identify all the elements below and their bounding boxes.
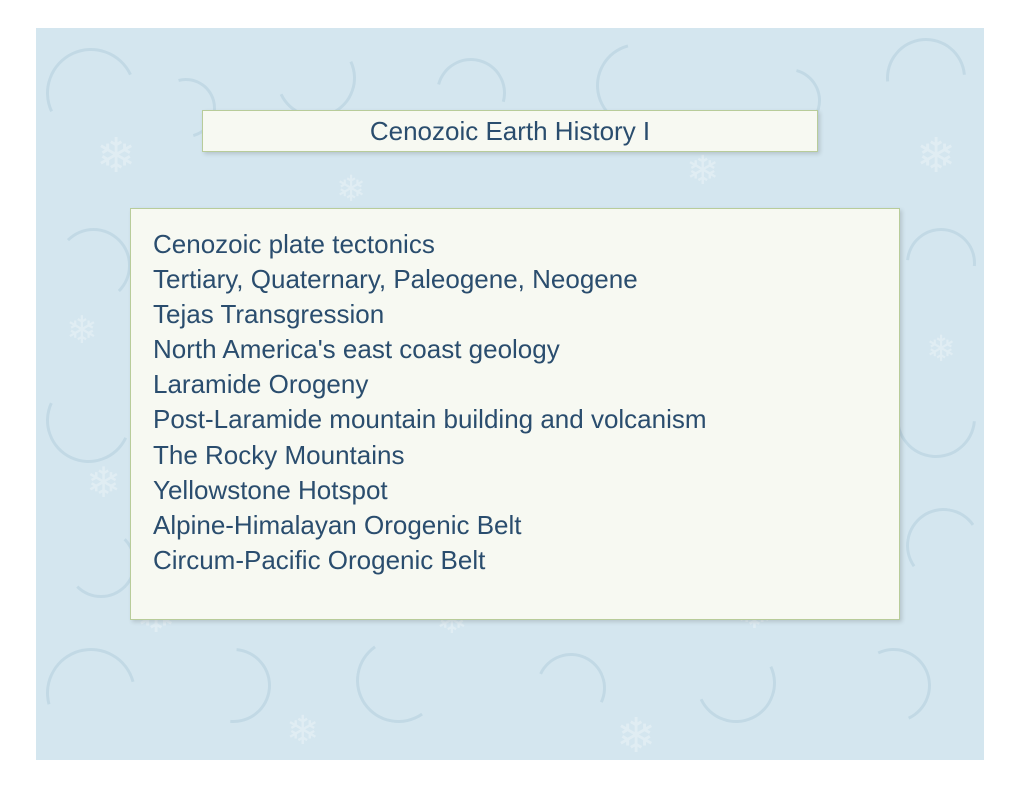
content-box: Cenozoic plate tectonics Tertiary, Quate… [130, 208, 900, 620]
topic-line: The Rocky Mountains [153, 438, 877, 473]
topic-line: North America's east coast geology [153, 332, 877, 367]
topic-line: Alpine-Himalayan Orogenic Belt [153, 508, 877, 543]
topic-line: Tejas Transgression [153, 297, 877, 332]
presentation-slide: ❄ ❄ ❄ ❄ ❄ ❄ ❄ ❄ ❄ ❄ ❄ ❄ Cenozoic Earth H… [36, 28, 984, 760]
topic-line: Laramide Orogeny [153, 367, 877, 402]
slide-title: Cenozoic Earth History I [370, 116, 650, 147]
title-box: Cenozoic Earth History I [202, 110, 818, 152]
topic-line: Yellowstone Hotspot [153, 473, 877, 508]
topic-line: Post-Laramide mountain building and volc… [153, 402, 877, 437]
topic-line: Circum-Pacific Orogenic Belt [153, 543, 877, 578]
topic-line: Tertiary, Quaternary, Paleogene, Neogene [153, 262, 877, 297]
topic-line: Cenozoic plate tectonics [153, 227, 877, 262]
